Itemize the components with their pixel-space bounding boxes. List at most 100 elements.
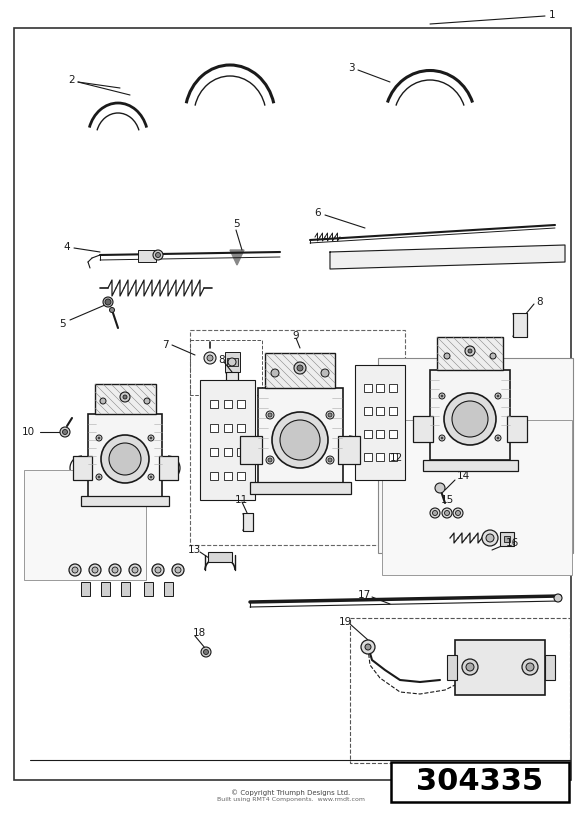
Text: 13: 13 (188, 545, 201, 555)
Circle shape (100, 398, 106, 404)
Bar (455, 640, 545, 695)
Bar (223, 448, 231, 456)
Circle shape (439, 435, 445, 441)
Text: 6: 6 (314, 208, 321, 218)
Circle shape (203, 649, 209, 654)
Text: Built using RMT4 Components.  www.rmdt.com: Built using RMT4 Components. www.rmdt.co… (217, 798, 365, 803)
Circle shape (271, 369, 279, 377)
Circle shape (98, 437, 100, 439)
Circle shape (468, 349, 472, 353)
Bar (507, 416, 527, 442)
Bar (350, 618, 570, 763)
Circle shape (326, 456, 334, 464)
Circle shape (326, 411, 334, 419)
Bar (388, 384, 396, 392)
Circle shape (60, 427, 70, 437)
Circle shape (129, 564, 141, 576)
Text: 11: 11 (235, 495, 248, 505)
Circle shape (439, 393, 445, 399)
Bar (164, 582, 173, 596)
Polygon shape (230, 250, 244, 265)
Circle shape (98, 476, 100, 478)
Bar (382, 420, 572, 575)
Bar (243, 513, 253, 531)
Text: 4: 4 (63, 242, 69, 252)
Bar (355, 365, 405, 480)
Circle shape (172, 564, 184, 576)
Circle shape (497, 437, 499, 439)
Bar (210, 424, 217, 432)
Bar (73, 456, 92, 480)
Bar (378, 358, 573, 553)
Bar (430, 370, 510, 460)
Circle shape (554, 594, 562, 602)
Bar (500, 532, 514, 546)
Circle shape (175, 567, 181, 573)
Bar (101, 582, 110, 596)
Bar (338, 436, 360, 464)
Circle shape (455, 511, 461, 516)
Bar (159, 456, 178, 480)
Circle shape (526, 663, 534, 671)
Bar (376, 430, 384, 438)
Bar (88, 414, 162, 497)
Circle shape (204, 352, 216, 364)
Bar (95, 384, 156, 414)
Circle shape (441, 395, 443, 397)
Circle shape (486, 534, 494, 542)
Circle shape (441, 437, 443, 439)
Bar (376, 407, 384, 415)
Bar (210, 448, 217, 456)
Text: 9: 9 (453, 353, 459, 363)
Bar (363, 453, 371, 461)
Bar (391, 762, 569, 802)
Circle shape (112, 567, 118, 573)
Circle shape (96, 474, 102, 480)
Bar (190, 340, 262, 395)
Circle shape (453, 508, 463, 518)
Circle shape (482, 530, 498, 546)
Bar (144, 582, 153, 596)
Bar (225, 352, 240, 372)
Bar (208, 552, 232, 562)
Bar (237, 448, 245, 456)
Bar (447, 655, 457, 680)
Bar (363, 384, 371, 392)
Bar (237, 472, 245, 480)
Circle shape (462, 659, 478, 675)
Bar (227, 358, 238, 366)
Circle shape (444, 353, 450, 359)
Bar (190, 330, 405, 545)
Bar (226, 372, 238, 392)
Circle shape (150, 476, 152, 478)
Circle shape (365, 644, 371, 650)
Bar (210, 472, 217, 480)
Bar (504, 536, 510, 542)
Circle shape (72, 567, 78, 573)
Bar (388, 453, 396, 461)
Text: 1: 1 (549, 10, 556, 20)
Circle shape (435, 483, 445, 493)
Bar (81, 496, 169, 506)
Circle shape (328, 458, 332, 462)
Text: 304335: 304335 (416, 767, 543, 797)
Circle shape (207, 355, 213, 361)
Circle shape (268, 413, 272, 417)
Circle shape (328, 413, 332, 417)
Circle shape (201, 647, 211, 657)
Text: 7: 7 (162, 340, 168, 350)
Text: 10: 10 (22, 427, 35, 437)
Circle shape (109, 564, 121, 576)
Circle shape (280, 420, 320, 460)
Bar (265, 353, 335, 388)
Circle shape (109, 443, 141, 475)
Circle shape (444, 511, 449, 516)
Circle shape (148, 474, 154, 480)
Text: 8: 8 (536, 297, 543, 307)
Circle shape (497, 395, 499, 397)
Circle shape (110, 307, 114, 312)
Circle shape (294, 362, 306, 374)
Bar (237, 400, 245, 408)
Bar (240, 436, 262, 464)
Bar (237, 424, 245, 432)
